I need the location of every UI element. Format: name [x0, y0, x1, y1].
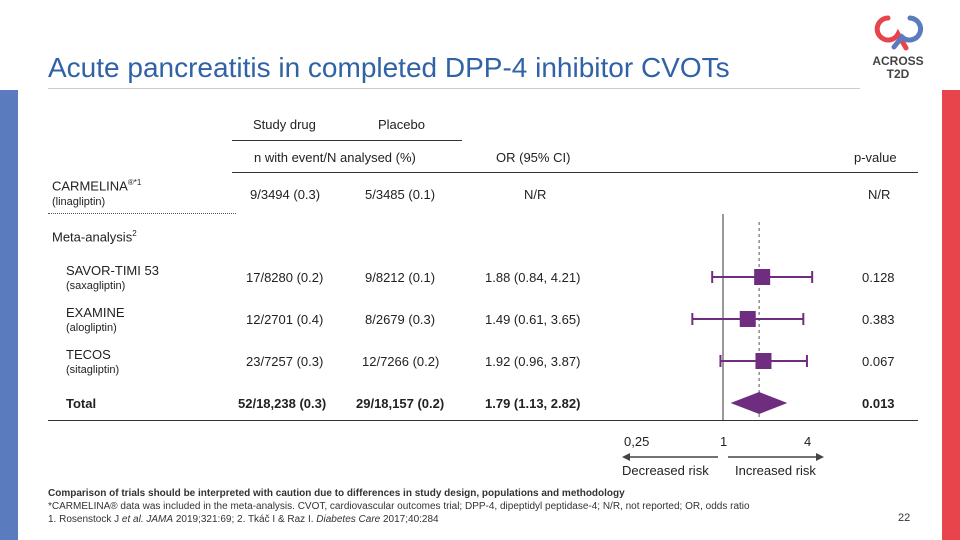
decreased-risk-label: Decreased risk — [622, 463, 709, 478]
row-1-drug: (saxagliptin) — [66, 280, 126, 292]
footnote-references: 1. Rosenstock J et al. JAMA 2019;321:69;… — [48, 514, 439, 525]
logo-line1: ACROSS — [872, 54, 924, 68]
logo-line2: T2D — [886, 67, 910, 81]
total-p: 0.013 — [862, 396, 895, 411]
row-1-name: SAVOR-TIMI 53 — [66, 263, 159, 278]
total-placebo: 29/18,157 (0.2) — [356, 396, 445, 411]
ref-journal: Diabetes Care — [316, 514, 381, 525]
header-or-ci: OR (95% CI) — [496, 150, 571, 165]
row-2-name: EXAMINE — [66, 305, 125, 320]
point-estimate-2 — [739, 311, 756, 327]
row-3-drug: (sitagliptin) — [66, 364, 120, 376]
carmelina-divider — [48, 213, 236, 214]
row-3-or: 1.92 (0.96, 3.87) — [485, 354, 581, 369]
row-1-placebo: 9/8212 (0.1) — [365, 270, 436, 285]
page-number: 22 — [898, 512, 911, 524]
page-title: Acute pancreatitis in completed DPP-4 in… — [48, 52, 730, 83]
row-2-drug: (alogliptin) — [66, 322, 117, 334]
meta-analysis-sup: 2 — [132, 229, 137, 238]
row-3-name: TECOS — [66, 347, 111, 362]
carmelina-drug: (linagliptin) — [52, 196, 106, 208]
total-name: Total — [66, 396, 97, 411]
row-3-p: 0.067 — [862, 354, 895, 369]
tick-label-0-25: 0,25 — [624, 434, 650, 449]
footnote-abbreviations: *CARMELINA® data was included in the met… — [48, 501, 750, 512]
total-study: 52/18,238 (0.3) — [238, 396, 327, 411]
carmelina-p: N/R — [868, 187, 891, 202]
right-accent-bar — [942, 90, 960, 540]
table-bottom-rule — [48, 420, 918, 421]
row-2-study: 12/2701 (0.4) — [246, 312, 324, 327]
row-2-placebo: 8/2679 (0.3) — [365, 312, 436, 327]
row-3-placebo: 12/7266 (0.2) — [362, 354, 440, 369]
logo-text: ACROSS T2D — [868, 55, 928, 81]
across-t2d-logo-icon — [874, 15, 923, 51]
row-1-p: 0.128 — [862, 270, 895, 285]
tick-label-1: 1 — [720, 434, 728, 449]
meta-analysis-label: Meta-analysis2 — [52, 229, 137, 245]
header-rule-2 — [232, 172, 918, 173]
increased-arrowhead-icon — [816, 453, 824, 461]
header-p-value: p-value — [854, 150, 897, 165]
carmelina-name: CARMELINA®*1 — [52, 178, 142, 194]
left-accent-bar — [0, 90, 18, 540]
pooled-diamond — [730, 392, 788, 414]
footnote-caution: Comparison of trials should be interpret… — [48, 488, 625, 499]
carmelina-placebo: 5/3485 (0.1) — [365, 187, 436, 202]
total-or: 1.79 (1.13, 2.82) — [485, 396, 581, 411]
header-placebo: Placebo — [378, 117, 425, 132]
row-1-or: 1.88 (0.84, 4.21) — [485, 270, 581, 285]
increased-risk-label: Increased risk — [735, 463, 816, 478]
row-1-study: 17/8280 (0.2) — [246, 270, 324, 285]
carmelina-sup: ®*1 — [127, 178, 142, 187]
carmelina-or: N/R — [524, 187, 547, 202]
row-2-or: 1.49 (0.61, 3.65) — [485, 312, 581, 327]
point-estimate-3 — [755, 353, 772, 369]
row-3-study: 23/7257 (0.3) — [246, 354, 324, 369]
header-rule-1 — [232, 140, 462, 141]
header-study-drug: Study drug — [253, 117, 316, 132]
row-2-p: 0.383 — [862, 312, 895, 327]
tick-label-4: 4 — [804, 434, 812, 449]
ref-etal: et al. JAMA — [121, 514, 174, 525]
carmelina-study: 9/3494 (0.3) — [250, 187, 321, 202]
decreased-arrowhead-icon — [622, 453, 630, 461]
title-divider — [48, 88, 860, 89]
header-n-event: n with event/N analysed (%) — [254, 150, 416, 165]
point-estimate-1 — [754, 269, 771, 285]
